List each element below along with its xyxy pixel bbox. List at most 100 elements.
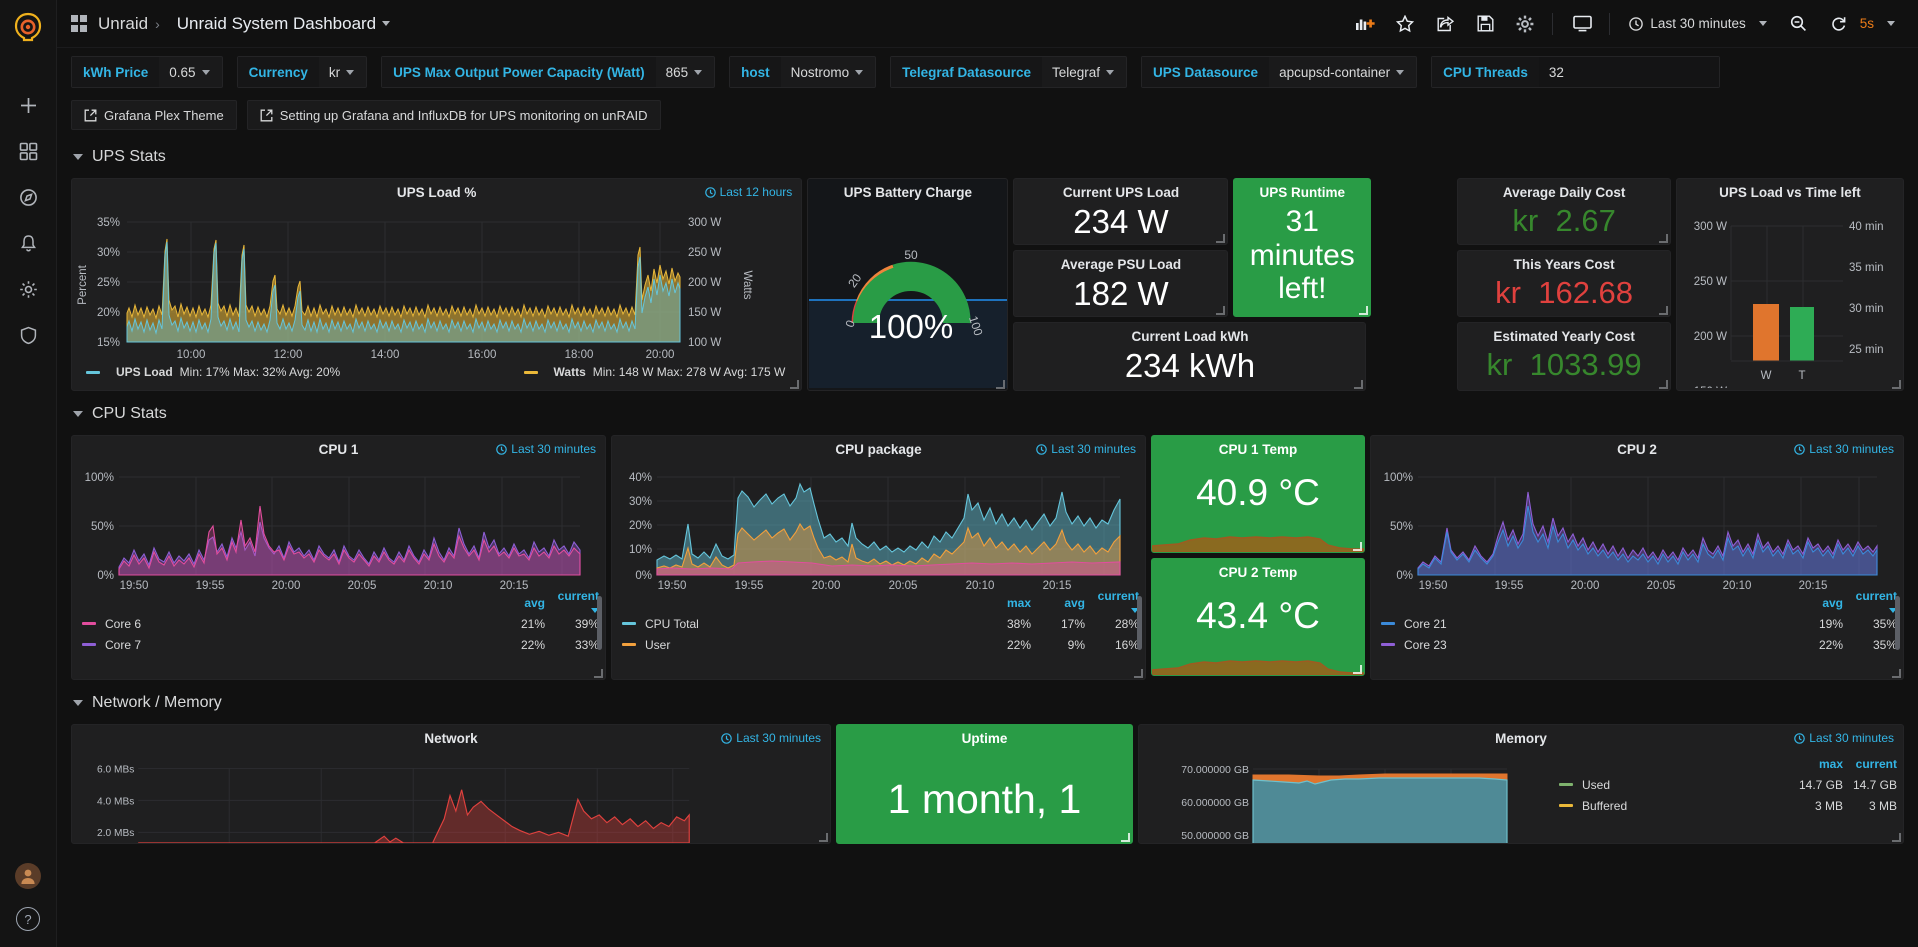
panel-resize-handle[interactable] xyxy=(790,380,800,389)
sidebar-item-create[interactable] xyxy=(6,82,50,128)
panel-current-load-kwh[interactable]: Current Load kWh 234 kWh xyxy=(1013,322,1367,391)
legend-row[interactable]: Core 23 22% 35% xyxy=(1381,634,1897,655)
sidebar-item-configuration[interactable] xyxy=(6,266,50,312)
panel-cpu-2-temp[interactable]: CPU 2 Temp 43.4 °C xyxy=(1151,558,1365,676)
variable-host[interactable]: host Nostromo xyxy=(729,56,877,88)
legend-item-watts[interactable]: Watts Min: 148 W Max: 278 W Avg: 175 W xyxy=(523,365,785,379)
dashboard-link-ups-guide[interactable]: Setting up Grafana and InfluxDB for UPS … xyxy=(246,100,661,130)
panel-average-psu-load[interactable]: Average PSU Load 182 W xyxy=(1013,250,1229,317)
sidebar-item-dashboards[interactable] xyxy=(6,128,50,174)
sidebar-item-server-admin[interactable] xyxy=(6,312,50,358)
panel-memory[interactable]: Memory Last 30 minutes 70.000000 GB 60.0… xyxy=(1138,724,1904,844)
tv-icon[interactable] xyxy=(1563,8,1601,40)
variable-value[interactable]: Nostromo xyxy=(781,57,876,87)
legend-row[interactable]: User 22% 9% 16% xyxy=(622,634,1139,655)
save-icon[interactable] xyxy=(1466,8,1504,40)
panel-ups-load[interactable]: UPS Load % Last 12 hours 35% 30% 25% 20%… xyxy=(71,178,803,391)
help-icon[interactable]: ? xyxy=(16,907,40,931)
panel-resize-handle[interactable] xyxy=(1216,306,1226,315)
panel-ups-load-vs-time-left[interactable]: UPS Load vs Time left 300 W 250 W 200 W … xyxy=(1675,178,1904,391)
legend-header-avg[interactable]: avg xyxy=(1822,595,1843,610)
legend-header-max[interactable]: max xyxy=(1006,595,1031,610)
variable-telegraf-datasource[interactable]: Telegraf Datasource Telegraf xyxy=(890,56,1128,88)
legend-row[interactable]: Core 21 19% 35% xyxy=(1381,613,1897,634)
panel-resize-handle[interactable] xyxy=(819,833,828,842)
legend-row[interactable]: CPU Total 38% 17% 28% xyxy=(622,613,1139,634)
variable-value[interactable]: kr xyxy=(319,57,366,87)
panel-this-years-cost[interactable]: This Years Cost kr 162.68 xyxy=(1457,250,1671,317)
legend-row[interactable]: Core 6 21% 39% xyxy=(82,613,599,634)
panel-resize-handle[interactable] xyxy=(1892,669,1901,678)
add-panel-icon[interactable] xyxy=(1346,8,1384,40)
panel-network[interactable]: Network Last 30 minutes 6.0 MBs 4.0 MBs … xyxy=(71,724,831,844)
panel-cpu-1[interactable]: CPU 1 Last 30 minutes 100% 50% 0% xyxy=(71,435,606,680)
share-icon[interactable] xyxy=(1426,8,1464,40)
zoom-out-icon[interactable] xyxy=(1780,8,1818,40)
legend-header-current[interactable]: current xyxy=(545,589,599,617)
variable-kwh-price[interactable]: kWh Price 0.65 xyxy=(71,56,223,88)
panel-resize-handle[interactable] xyxy=(1354,380,1364,389)
legend-row[interactable]: Used 14.7 GB 14.7 GB xyxy=(1559,774,1897,795)
gear-icon[interactable] xyxy=(1506,8,1544,40)
time-range-picker[interactable]: Last 30 minutes xyxy=(1618,8,1777,40)
page-title[interactable]: Unraid System Dashboard xyxy=(176,13,377,33)
row-header-ups-stats[interactable]: UPS Stats xyxy=(73,142,1904,172)
panel-current-ups-load[interactable]: Current UPS Load 234 W xyxy=(1013,178,1229,245)
row-header-network-memory[interactable]: Network / Memory xyxy=(73,688,1904,718)
panel-resize-handle[interactable] xyxy=(1892,380,1901,389)
panel-resize-handle[interactable] xyxy=(1359,306,1369,315)
cpu-threads-input[interactable]: 32 xyxy=(1538,57,1719,87)
variable-value[interactable]: 865 xyxy=(656,57,715,87)
panel-resize-handle[interactable] xyxy=(1353,542,1362,551)
legend-scrollbar[interactable] xyxy=(1895,596,1900,650)
legend-scrollbar[interactable] xyxy=(597,596,602,650)
legend-header-current[interactable]: current xyxy=(1855,756,1897,771)
panel-ups-runtime[interactable]: UPS Runtime 31 minutes left! xyxy=(1233,178,1372,317)
dashboard-link-plex-theme[interactable]: Grafana Plex Theme xyxy=(71,100,237,130)
panel-resize-handle[interactable] xyxy=(1658,234,1668,243)
star-icon[interactable] xyxy=(1386,8,1424,40)
panel-resize-handle[interactable] xyxy=(594,669,603,678)
row-header-cpu-stats[interactable]: CPU Stats xyxy=(73,399,1904,429)
legend-header-current[interactable]: current xyxy=(1085,589,1139,617)
variable-ups-max-output[interactable]: UPS Max Output Power Capacity (Watt) 865 xyxy=(381,56,716,88)
variable-ups-datasource[interactable]: UPS Datasource apcupsd-container xyxy=(1141,56,1418,88)
panel-resize-handle[interactable] xyxy=(1658,306,1668,315)
legend-scrollbar[interactable] xyxy=(1137,596,1142,650)
avatar[interactable] xyxy=(15,863,41,889)
breadcrumb-root[interactable]: Unraid xyxy=(98,13,149,33)
legend-row[interactable]: Core 7 22% 33% xyxy=(82,634,599,655)
variable-value[interactable]: Telegraf xyxy=(1042,57,1126,87)
grafana-logo-icon[interactable] xyxy=(6,6,50,50)
panel-ups-battery-charge[interactable]: UPS Battery Charge 0 20 50 100 100% xyxy=(807,178,1009,391)
panel-resize-handle[interactable] xyxy=(1658,380,1668,389)
panel-resize-handle[interactable] xyxy=(1216,234,1226,243)
sidebar-item-explore[interactable] xyxy=(6,174,50,220)
legend-item-ups-load[interactable]: UPS Load Min: 17% Max: 32% Avg: 20% xyxy=(86,365,340,379)
panel-cpu-2[interactable]: CPU 2 Last 30 minutes 100% 50% 0% xyxy=(1370,435,1904,680)
panel-resize-handle[interactable] xyxy=(1134,669,1143,678)
legend-header-current[interactable]: current xyxy=(1843,589,1897,617)
panel-resize-handle[interactable] xyxy=(1353,665,1362,674)
legend-row[interactable]: Buffered 3 MB 3 MB xyxy=(1559,795,1897,816)
variable-value[interactable]: 0.65 xyxy=(159,57,221,87)
panel-uptime[interactable]: Uptime 1 month, 1 xyxy=(836,724,1133,844)
panel-resize-handle[interactable] xyxy=(1892,833,1901,842)
legend-header-max[interactable]: max xyxy=(1818,756,1843,771)
refresh-icon[interactable] xyxy=(1820,8,1858,40)
panel-resize-handle[interactable] xyxy=(1121,833,1130,842)
panel-cpu-1-temp[interactable]: CPU 1 Temp 40.9 °C xyxy=(1151,435,1365,553)
legend-header-avg[interactable]: avg xyxy=(1064,595,1085,610)
refresh-interval-picker[interactable]: 5s xyxy=(1858,8,1906,40)
legend-header-avg[interactable]: avg xyxy=(524,595,545,610)
chevron-down-icon[interactable] xyxy=(382,21,391,26)
sidebar-item-alerting[interactable] xyxy=(6,220,50,266)
panel-resize-handle[interactable] xyxy=(996,380,1006,389)
dashboard-grid-icon[interactable] xyxy=(71,15,88,32)
panel-cpu-package[interactable]: CPU package Last 30 minutes 40% 30% 20% … xyxy=(611,435,1146,680)
variable-value[interactable]: apcupsd-container xyxy=(1269,57,1416,87)
panel-estimated-yearly-cost[interactable]: Estimated Yearly Cost kr 1033.99 xyxy=(1457,322,1671,391)
variable-cpu-threads[interactable]: CPU Threads 32 xyxy=(1431,56,1720,88)
variable-currency[interactable]: Currency kr xyxy=(236,56,368,88)
panel-average-daily-cost[interactable]: Average Daily Cost kr 2.67 xyxy=(1457,178,1671,245)
